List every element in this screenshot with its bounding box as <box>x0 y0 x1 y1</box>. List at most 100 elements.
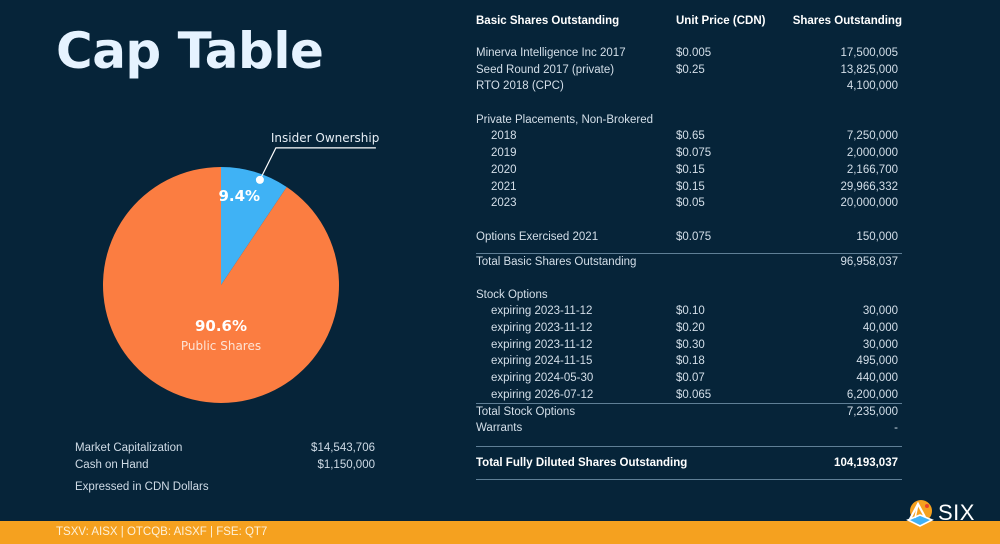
private-placement-row-price: $0.15 <box>676 163 705 176</box>
stock-option-row-name: expiring 2024-05-30 <box>491 372 594 385</box>
public-shares-label: Public Shares <box>181 339 261 353</box>
logo-mountain-icon <box>906 500 934 527</box>
private-placement-row-shares: 7,250,000 <box>846 130 898 143</box>
private-placement-row-shares: 2,000,000 <box>846 147 898 160</box>
footer-bar: TSXV: AISX | OTCQB: AISXF | FSE: QT7 <box>0 521 1000 544</box>
stock-option-row-price: $0.10 <box>676 305 705 318</box>
basic-share-row-price <box>676 78 786 95</box>
warrants-shares: - <box>894 422 898 435</box>
stock-option-row: expiring 2023-11-12 $0.30 30,000 <box>476 337 902 354</box>
total-fully-diluted-name: Total Fully Diluted Shares Outstanding <box>476 456 688 469</box>
total-stock-options-shares: 7,235,000 <box>846 406 898 419</box>
stock-option-row: expiring 2024-11-15 $0.18 495,000 <box>476 353 902 370</box>
pie-slice-public-shares <box>103 167 340 403</box>
basic-share-row-name: RTO 2018 (CPC) <box>476 80 564 93</box>
private-placement-row: 2018 $0.65 7,250,000 <box>476 128 902 145</box>
stock-option-row-shares: 30,000 <box>862 338 898 351</box>
total-basic-name: Total Basic Shares Outstanding <box>476 256 637 269</box>
private-placement-row-shares: 2,166,700 <box>846 163 898 176</box>
private-placements-label: Private Placements, Non-Brokered <box>476 113 654 126</box>
stock-option-row-price: $0.07 <box>676 372 705 385</box>
warrants-name: Warrants <box>476 422 523 435</box>
stock-option-row-shares: 30,000 <box>862 305 898 318</box>
private-placement-row-name: 2020 <box>491 163 517 176</box>
private-placement-row-name: 2018 <box>491 130 517 143</box>
stock-option-row-name: expiring 2023-11-12 <box>491 305 593 318</box>
stock-option-row-price: $0.065 <box>676 388 712 401</box>
stock-option-row-shares: 6,200,000 <box>846 388 898 401</box>
warrants-row: Warrants - <box>476 420 902 437</box>
ticker-symbols: TSXV: AISX | OTCQB: AISXF | FSE: QT7 <box>56 526 268 538</box>
private-placement-row-price: $0.05 <box>676 197 705 210</box>
stock-option-row-name: expiring 2023-11-12 <box>491 322 593 334</box>
company-logo: SIX <box>905 498 975 528</box>
private-placement-row-name: 2019 <box>491 147 517 160</box>
private-placement-row-shares: 29,966,332 <box>840 180 898 193</box>
total-fully-diluted-shares: 104,193,037 <box>834 456 898 469</box>
options-exercised-price: $0.075 <box>676 230 712 243</box>
stock-option-row-shares: 40,000 <box>862 322 898 334</box>
cash-row: Cash on Hand $1,150,000 <box>75 457 375 474</box>
stock-option-row: expiring 2023-11-12 $0.10 30,000 <box>476 303 902 320</box>
cap-table: Basic Shares Outstanding Unit Price (CDN… <box>476 0 902 480</box>
stock-option-row-price: $0.30 <box>676 338 705 351</box>
total-fully-diluted-row: Total Fully Diluted Shares Outstanding 1… <box>476 445 902 480</box>
stock-option-row: expiring 2026-07-12 $0.065 6,200,000 <box>476 387 902 404</box>
stock-option-row-price: $0.20 <box>676 322 705 334</box>
header-shares-outstanding: Shares Outstanding <box>792 15 902 27</box>
private-placement-row-price: $0.075 <box>676 147 712 160</box>
basic-share-row-shares: 17,500,005 <box>840 47 898 59</box>
market-cap-row: Market Capitalization $14,543,706 <box>75 440 375 457</box>
private-placement-row: 2023 $0.05 20,000,000 <box>476 195 902 212</box>
basic-share-row: RTO 2018 (CPC) 4,100,000 <box>476 78 902 95</box>
basic-share-row-price: $0.005 <box>676 47 712 59</box>
total-basic-shares: 96,958,037 <box>840 256 898 269</box>
currency-note: Expressed in CDN Dollars <box>75 481 209 493</box>
stock-option-row-name: expiring 2023-11-12 <box>491 338 593 351</box>
basic-share-row-name: Seed Round 2017 (private) <box>476 63 615 76</box>
private-placement-row-name: 2021 <box>491 180 517 193</box>
cash-label: Cash on Hand <box>75 459 149 471</box>
pie-slice-insider-ownership <box>221 167 287 285</box>
header-basic-shares: Basic Shares Outstanding <box>476 15 620 27</box>
stock-options-label-row: Stock Options <box>476 287 902 304</box>
summary-block: Market Capitalization $14,543,706 Cash o… <box>75 440 375 493</box>
market-cap-label: Market Capitalization <box>75 442 183 454</box>
stock-option-row-shares: 440,000 <box>856 372 898 385</box>
private-placement-row: 2020 $0.15 2,166,700 <box>476 162 902 179</box>
market-cap-value: $14,543,706 <box>311 442 375 454</box>
basic-share-row-shares: 4,100,000 <box>846 80 898 93</box>
total-stock-options-row: Total Stock Options 7,235,000 <box>476 403 902 420</box>
public-percent-label: 90.6% <box>195 317 247 335</box>
stock-options-label: Stock Options <box>476 288 548 301</box>
basic-share-row-price: $0.25 <box>676 63 705 76</box>
private-placement-row-price: $0.15 <box>676 180 705 193</box>
stock-option-row-price: $0.18 <box>676 355 705 368</box>
options-exercised-name: Options Exercised 2021 <box>476 230 599 243</box>
page-title: Cap Table <box>56 22 324 80</box>
private-placement-row: 2021 $0.15 29,966,332 <box>476 179 902 196</box>
stock-option-row-name: expiring 2026-07-12 <box>491 388 594 401</box>
options-exercised-shares: 150,000 <box>856 230 898 243</box>
stock-option-row-shares: 495,000 <box>856 355 898 368</box>
total-basic-row: Total Basic Shares Outstanding 96,958,03… <box>476 253 902 270</box>
insider-callout-label: Insider Ownership <box>271 131 379 145</box>
private-placement-row-shares: 20,000,000 <box>840 197 898 210</box>
stock-option-row: expiring 2023-11-12 $0.20 40,000 <box>476 320 902 337</box>
stock-option-row-name: expiring 2024-11-15 <box>491 355 593 368</box>
insider-percent-label: 9.4% <box>218 187 260 205</box>
cash-value: $1,150,000 <box>317 459 375 471</box>
private-placement-row: 2019 $0.075 2,000,000 <box>476 145 902 162</box>
options-exercised-row: Options Exercised 2021 $0.075 150,000 <box>476 229 902 246</box>
total-stock-options-name: Total Stock Options <box>476 406 576 419</box>
private-placements-label-row: Private Placements, Non-Brokered <box>476 112 902 129</box>
callout-line <box>259 147 376 181</box>
stock-option-row: expiring 2024-05-30 $0.07 440,000 <box>476 370 902 387</box>
basic-share-row: Minerva Intelligence Inc 2017 $0.005 17,50… <box>476 45 902 62</box>
basic-share-row-name: Minerva Intelligence Inc 2017 <box>476 47 626 59</box>
table-header: Basic Shares Outstanding Unit Price (CDN… <box>476 11 902 31</box>
basic-share-row-shares: 13,825,000 <box>840 63 898 76</box>
private-placement-row-name: 2023 <box>491 197 517 210</box>
pie-chart: 9.4% Insider Ownership 90.6% Public Shares <box>103 131 379 403</box>
